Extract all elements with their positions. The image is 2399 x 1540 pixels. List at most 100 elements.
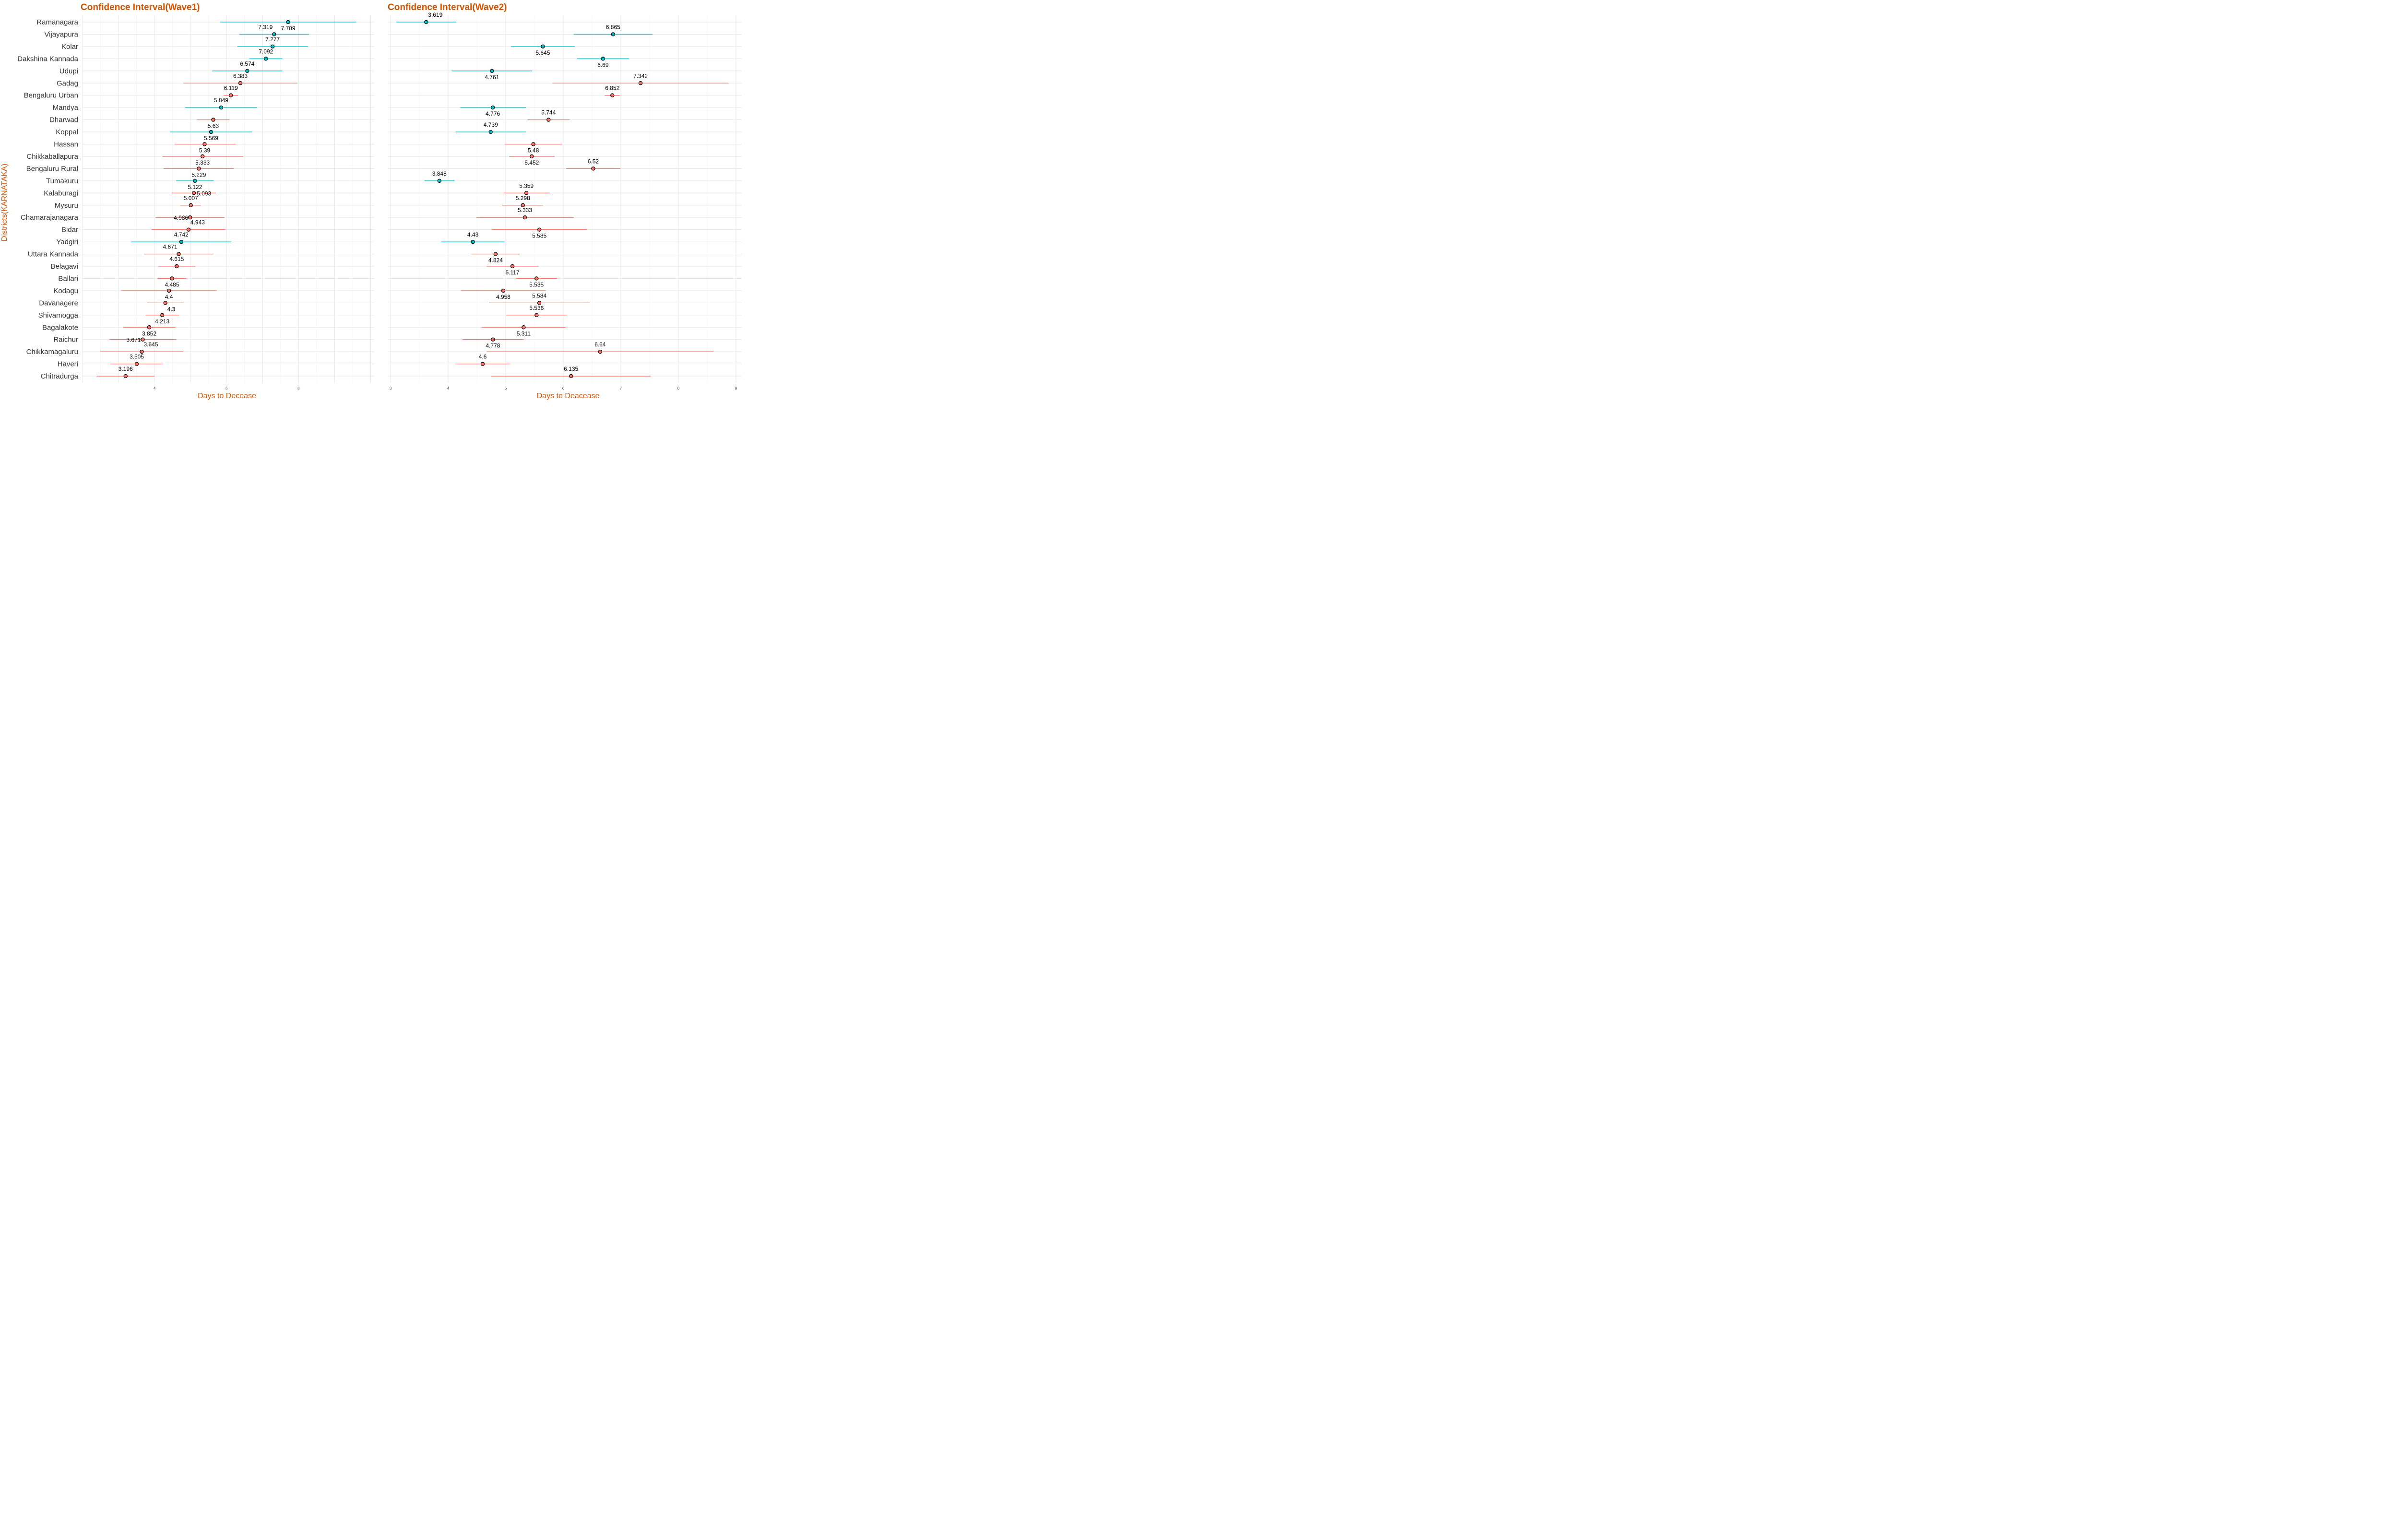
- wave1-point-chitradurga: [123, 374, 128, 379]
- wave1-point-chikkaballapura: [200, 154, 205, 159]
- wave1-value-label-chitradurga: 3.196: [119, 366, 133, 372]
- wave2-value-label-dakshina-kannada: 6.69: [597, 61, 609, 68]
- wave1-point-gadag: [238, 81, 243, 85]
- district-labels: Ramanagara Vijayapura Kolar Dakshina Kannad…: [17, 18, 78, 380]
- wave1-point-mysuru: [189, 203, 193, 207]
- district-label-ramanagara: Ramanagara: [36, 18, 78, 26]
- wave1-point-mandya: [219, 105, 224, 110]
- wave2-point-gadag: [638, 81, 643, 85]
- wave1-point-dharwad: [211, 118, 215, 122]
- district-label-mandya: Mandya: [53, 104, 79, 112]
- wave2-value-label-kalaburagi: 5.359: [519, 182, 534, 189]
- wave1-value-label-gadag: 6.383: [233, 72, 248, 79]
- wave1-point-udupi: [245, 69, 249, 73]
- district-label-bengaluru-urban: Bengaluru Urban: [24, 92, 78, 100]
- wave2-value-label-chitradurga: 6.135: [564, 366, 578, 372]
- district-label-kodagu: Kodagu: [53, 287, 78, 295]
- wave1-chart: Confidence Interval(Wave1) Days to Decea…: [17, 2, 374, 400]
- wave2-value-label-davanagere: 5.584: [532, 292, 546, 299]
- wave1-value-label-kolar: 7.277: [265, 36, 280, 43]
- wave1-point-bagalakote: [147, 325, 152, 330]
- wave2-point-belagavi: [510, 264, 515, 269]
- wave1-gridlines: [82, 15, 374, 383]
- wave2-gridlines: [388, 15, 742, 383]
- wave2-value-label-udupi: 4.761: [485, 74, 499, 81]
- wave2-value-label-mandya: 4.776: [486, 110, 500, 117]
- wave1-x-tick-label: 4: [154, 386, 156, 391]
- wave2-point-tumakuru: [437, 178, 441, 183]
- wave1-value-label-mysuru: 5.007: [184, 195, 198, 201]
- wave1-point-belagavi: [175, 264, 179, 269]
- wave1-value-label-koppal: 5.569: [204, 135, 218, 142]
- wave1-value-label-vijayapura: 7.319: [258, 24, 273, 30]
- wave2-point-bagalakote: [522, 325, 526, 330]
- district-label-chikkaballapura: Chikkaballapura: [26, 153, 78, 161]
- wave2-point-yadgiri: [471, 239, 475, 244]
- wave2-point-uttara-kannada: [493, 252, 498, 256]
- wave2-value-label-chikkamagaluru: 6.64: [594, 341, 606, 348]
- wave2-point-dharwad: [546, 118, 551, 122]
- wave1-point-shivamogga: [160, 313, 165, 318]
- wave2-point-bengaluru-rural: [591, 166, 595, 171]
- wave1-value-label-haveri: 3.505: [130, 354, 144, 360]
- wave1-point-kalaburagi: [191, 191, 196, 195]
- wave2-value-label-shivamogga: 5.536: [529, 305, 544, 311]
- wave2-chart: Confidence Interval(Wave2) Days to Deace…: [388, 2, 742, 400]
- wave1-value-label-yadgiri: 4.742: [174, 231, 189, 238]
- wave2-point-koppal: [488, 130, 493, 134]
- district-label-yadgiri: Yadgiri: [56, 238, 78, 246]
- wave1-point-kolar: [270, 44, 275, 49]
- district-label-mysuru: Mysuru: [55, 201, 78, 210]
- wave2-point-dakshina-kannada: [601, 57, 606, 61]
- wave1-point-tumakuru: [193, 178, 197, 183]
- wave2-value-label-belagavi: 5.117: [505, 269, 519, 276]
- wave1-title: Confidence Interval(Wave1): [81, 2, 200, 12]
- wave1-value-label-raichur: 3.671: [126, 337, 141, 344]
- wave2-value-label-ballari: 5.535: [529, 281, 544, 288]
- wave2-value-label-koppal: 4.739: [484, 121, 498, 128]
- wave1-value-label-bengaluru-urban: 6.119: [224, 85, 238, 92]
- district-label-tumakuru: Tumakuru: [46, 177, 78, 185]
- wave2-point-udupi: [490, 69, 494, 73]
- wave2-value-label-kolar: 5.645: [535, 49, 550, 56]
- wave1-point-ballari: [170, 276, 174, 281]
- wave2-point-kalaburagi: [524, 191, 529, 195]
- wave1-value-label-chikkaballapura: 5.333: [195, 159, 210, 166]
- wave1-point-bengaluru-rural: [197, 166, 201, 171]
- district-label-kalaburagi: Kalaburagi: [44, 189, 78, 197]
- district-label-davanagere: Davanagere: [39, 299, 78, 307]
- wave2-intervals: 3.619 6.865 5.645 6.69 4.761 7.342 6.852 4.776 5…: [396, 12, 729, 379]
- wave1-x-axis-title: Days to Decease: [198, 392, 256, 400]
- wave1-value-label-tumakuru: 5.122: [188, 184, 202, 190]
- district-label-shivamogga: Shivamogga: [38, 311, 79, 320]
- wave1-point-vijayapura: [272, 32, 276, 36]
- district-label-vijayapura: Vijayapura: [44, 30, 78, 38]
- wave1-value-label-kodagu: 4.4: [165, 294, 173, 300]
- district-label-ballari: Ballari: [58, 274, 78, 283]
- wave2-value-label-raichur: 4.778: [486, 343, 500, 349]
- wave1-value-label-chikkamagaluru: 3.645: [143, 341, 158, 348]
- district-label-chamarajanagara: Chamarajanagara: [21, 213, 79, 222]
- wave2-value-label-bagalakote: 5.311: [517, 330, 531, 337]
- district-label-uttara-kannada: Uttara Kannada: [28, 250, 79, 259]
- wave1-point-chamarajanagara: [188, 215, 192, 220]
- wave2-value-label-kodagu: 4.958: [496, 294, 511, 300]
- wave2-value-label-chikkaballapura: 5.452: [524, 159, 539, 166]
- district-label-belagavi: Belagavi: [50, 262, 78, 271]
- wave2-value-label-tumakuru: 3.848: [432, 170, 447, 177]
- wave1-value-label-kalaburagi: 5.093: [197, 190, 211, 197]
- wave2-x-tick-label: 6: [562, 386, 565, 391]
- wave1-point-bidar: [186, 227, 191, 232]
- district-label-chikkamagaluru: Chikkamagaluru: [26, 348, 78, 356]
- wave1-value-label-davanagere: 4.3: [167, 306, 176, 312]
- wave1-value-label-hassan: 5.39: [199, 147, 211, 154]
- wave2-point-kolar: [541, 44, 545, 49]
- wave1-intervals: 7.709 7.319 7.277 7.092 6.574 6.383 6.119 5.849…: [96, 20, 356, 379]
- district-label-dharwad: Dharwad: [49, 116, 78, 124]
- wave2-value-label-uttara-kannada: 4.824: [488, 257, 503, 264]
- wave2-x-tick-label: 4: [447, 386, 450, 391]
- wave2-x-axis-title: Days to Deacease: [537, 392, 600, 400]
- wave2-point-chitradurga: [569, 374, 573, 379]
- wave2-point-raichur: [491, 337, 495, 342]
- district-label-udupi: Udupi: [59, 67, 78, 75]
